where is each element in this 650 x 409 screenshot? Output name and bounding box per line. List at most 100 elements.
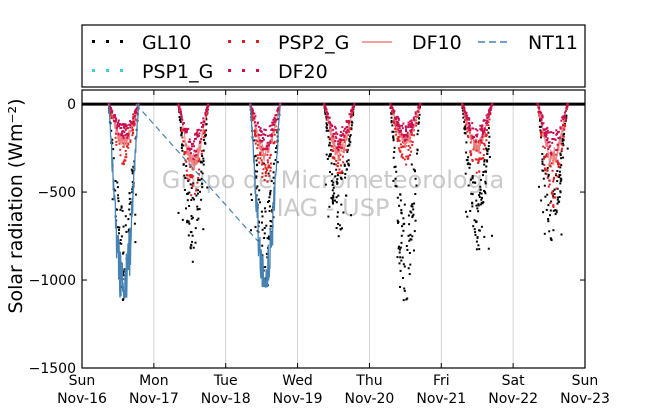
series-point — [546, 153, 549, 156]
series-point — [189, 174, 192, 176]
series-point — [329, 155, 332, 158]
series-point — [392, 179, 395, 182]
series-point — [179, 120, 182, 123]
series-point — [114, 180, 117, 182]
series-point — [407, 157, 410, 160]
series-point — [122, 126, 125, 129]
series-point — [202, 117, 205, 120]
series-point — [349, 115, 352, 118]
series-point — [342, 139, 345, 142]
series-point — [390, 105, 393, 107]
series-point — [114, 136, 117, 139]
series-point — [186, 177, 189, 180]
series-point — [390, 120, 393, 122]
series-point — [268, 156, 271, 159]
series-point — [189, 247, 192, 250]
series-point — [566, 103, 569, 106]
series-point — [256, 185, 259, 188]
legend-marker-dot — [242, 69, 245, 72]
series-point — [122, 137, 125, 140]
series-point — [467, 184, 470, 187]
series-point — [347, 163, 350, 166]
series-point — [465, 123, 468, 126]
series-point — [391, 130, 394, 133]
series-point — [464, 111, 467, 113]
series-point — [341, 170, 344, 173]
series-point — [191, 216, 194, 219]
series-point — [132, 165, 135, 168]
series-point — [566, 147, 569, 150]
series-point — [254, 121, 256, 124]
legend-entry-gl10: GL10 — [92, 32, 192, 54]
series-point — [556, 131, 559, 134]
series-point — [485, 114, 488, 117]
series-point — [412, 116, 415, 119]
series-point — [257, 134, 260, 136]
series-point — [563, 128, 566, 131]
series-point — [187, 127, 190, 130]
series-point — [552, 209, 555, 212]
series-point — [194, 241, 197, 244]
series-point — [466, 118, 469, 121]
series-point — [198, 132, 201, 135]
series-point — [267, 161, 269, 164]
series-point — [332, 196, 335, 199]
series-point — [127, 133, 130, 136]
series-point — [483, 127, 486, 130]
series-point — [270, 180, 273, 183]
series-point — [342, 132, 345, 135]
series-point — [127, 146, 130, 149]
series-point — [132, 117, 135, 120]
series-point — [414, 193, 417, 195]
x-tick-label-date: Nov-21 — [416, 391, 466, 407]
series-point — [482, 157, 485, 160]
series-point — [261, 244, 264, 247]
series-point — [265, 167, 268, 170]
series-point — [131, 188, 134, 191]
series-point — [350, 109, 352, 112]
series-point — [124, 123, 127, 126]
series-point — [411, 144, 414, 147]
series-point — [128, 208, 131, 211]
series-point — [350, 214, 352, 217]
series-point — [484, 180, 487, 183]
series-point — [116, 181, 119, 184]
series-nt11-day — [107, 104, 140, 299]
series-point — [117, 194, 119, 197]
series-point — [326, 123, 329, 126]
series-point — [403, 145, 406, 148]
series-point — [342, 129, 345, 132]
series-point — [254, 170, 257, 173]
series-point — [351, 106, 354, 109]
series-point — [267, 144, 270, 147]
series-point — [120, 127, 123, 129]
series-point — [266, 141, 269, 144]
series-point — [110, 117, 113, 120]
series-point — [119, 242, 121, 245]
series-point — [480, 139, 483, 142]
series-point — [112, 116, 115, 119]
series-point — [332, 186, 335, 189]
series-point — [335, 131, 338, 134]
series-point — [342, 155, 344, 158]
series-point — [126, 145, 128, 148]
series-point — [486, 117, 489, 119]
series-point — [477, 203, 480, 206]
series-point — [540, 118, 543, 121]
series-point — [396, 256, 399, 259]
series-point — [467, 126, 470, 129]
series-point — [558, 162, 561, 165]
series-point — [544, 156, 547, 159]
series-point — [115, 127, 118, 130]
series-point — [395, 116, 398, 119]
series-point — [123, 270, 125, 273]
series-point — [541, 169, 544, 172]
series-point — [331, 197, 334, 200]
series-point — [396, 137, 399, 140]
series-point — [486, 129, 489, 131]
series-point — [185, 160, 188, 163]
x-tick-label-day: Fri — [433, 373, 450, 389]
series-point — [464, 172, 467, 175]
series-point — [399, 286, 401, 288]
